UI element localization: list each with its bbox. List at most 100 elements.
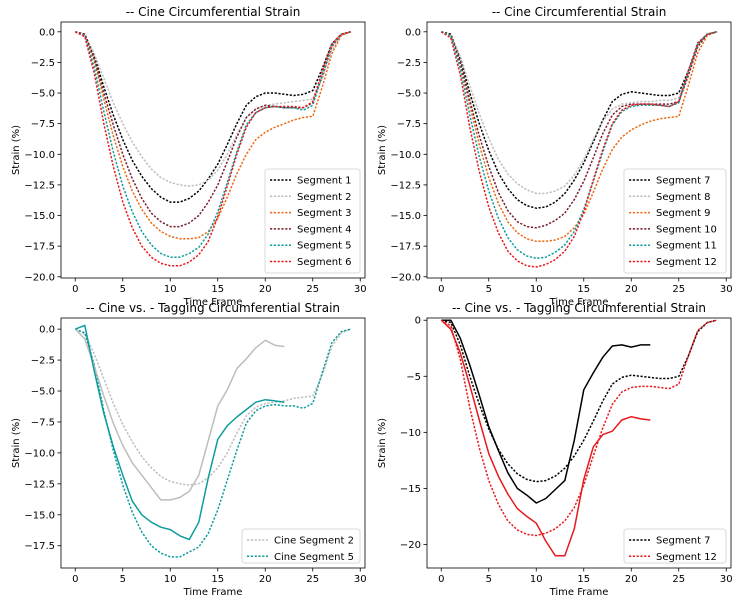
y-tick-label: 0 (415, 316, 421, 327)
series-line-cine-segment-5 (75, 328, 351, 558)
x-tick-label: 0 (72, 574, 78, 585)
x-tick-label: 5 (486, 574, 492, 585)
legend-label: Segment 3 (297, 208, 352, 219)
x-tick-label: 10 (164, 284, 177, 295)
x-tick-label: 20 (259, 574, 272, 585)
series-line-segment-5 (75, 31, 351, 258)
legend-box (241, 528, 361, 564)
legend-label: Segment 7 (656, 536, 711, 547)
y-tick-label: 0.0 (39, 325, 55, 336)
legend-label: Segment 11 (656, 241, 717, 252)
series-group (74, 324, 352, 558)
y-tick-label: 0.0 (39, 27, 55, 38)
y-tick-label: −12.5 (24, 180, 55, 191)
series-line-segment-8 (441, 31, 717, 195)
series-line-segment-7 (441, 319, 717, 483)
y-tick-label: −2.5 (397, 58, 421, 69)
axes-frame (60, 317, 366, 569)
series-line-tagging-4 (75, 324, 285, 541)
x-tick-label: 15 (211, 574, 224, 585)
y-tick-label: −12.5 (390, 180, 421, 191)
y-tick-label: −7.5 (397, 119, 421, 130)
x-axis-label: Time Frame (549, 297, 609, 308)
axes-frame (426, 21, 732, 279)
x-tick-label: 25 (672, 284, 685, 295)
legend-label: Segment 4 (297, 224, 352, 235)
y-tick-label: −10.0 (24, 150, 55, 161)
y-tick-label: −12.5 (24, 479, 55, 490)
series-line-cine-segment-2 (74, 328, 352, 486)
y-tick-label: −17.5 (24, 242, 55, 253)
y-tick-label: −15.0 (24, 211, 55, 222)
y-tick-label: −10.0 (24, 448, 55, 459)
x-tick-label: 20 (625, 574, 638, 585)
x-tick-label: 25 (306, 574, 319, 585)
y-tick-label: −2.5 (31, 356, 55, 367)
x-tick-label: 15 (577, 574, 590, 585)
x-tick-label: 0 (438, 574, 444, 585)
y-tick-label: −5.0 (31, 387, 55, 398)
y-tick-label: −10 (400, 428, 421, 439)
x-tick-label: 30 (720, 574, 733, 585)
y-tick-label: −10.0 (390, 150, 421, 161)
chart-title: -- Cine vs. - Tagging Circumferential St… (86, 301, 340, 315)
y-axis-label: Strain (%) (11, 125, 22, 175)
x-tick-label: 30 (720, 284, 733, 295)
x-tick-label: 30 (354, 574, 367, 585)
chart-title: -- Cine vs. - Tagging Circumferential St… (452, 301, 706, 315)
legend-label: Cine Segment 5 (274, 552, 354, 563)
series-line-segment-11 (441, 31, 717, 260)
chart-1: -- Cine Circumferential Strain 0 5 10 15 20 25… (11, 5, 367, 308)
series-group (440, 319, 717, 557)
x-axis-label: Time Frame (183, 297, 243, 308)
legend-label: Segment 8 (656, 192, 711, 203)
y-tick-label: −7.5 (31, 417, 55, 428)
chart-2: -- Cine Circumferential Strain 0 5 10 15 20 25… (377, 5, 733, 308)
x-tick-label: 10 (530, 574, 543, 585)
series-line-tagging-4 (440, 319, 651, 557)
series-line-segment-2 (75, 31, 352, 187)
axes-frame (426, 317, 732, 569)
series-group (74, 31, 352, 267)
series-line-segment-12 (440, 319, 717, 537)
legend-box (623, 168, 727, 274)
series-line-segment-4 (75, 31, 351, 228)
x-tick-label: 20 (625, 284, 638, 295)
axes-frame (60, 21, 366, 279)
legend-label: Segment 10 (656, 224, 717, 235)
series-group (440, 31, 718, 268)
legend-box (623, 528, 727, 564)
series-line-segment-12 (440, 31, 717, 268)
legend-label: Cine Segment 2 (274, 536, 354, 547)
x-tick-label: 20 (259, 284, 272, 295)
y-tick-label: −5 (406, 372, 421, 383)
legend-label: Segment 2 (297, 192, 352, 203)
series-line-tagging-3 (74, 328, 285, 501)
y-axis-label: Strain (%) (377, 125, 388, 175)
y-tick-label: −5.0 (397, 89, 421, 100)
y-tick-label: 0.0 (405, 27, 421, 38)
chart-title: -- Cine Circumferential Strain (492, 5, 667, 19)
y-tick-label: −5.0 (31, 89, 55, 100)
legend-label: Segment 12 (656, 552, 717, 563)
y-tick-label: −20.0 (390, 272, 421, 283)
x-tick-label: 30 (354, 284, 367, 295)
x-tick-label: 15 (577, 284, 590, 295)
chart-4: -- Cine vs. - Tagging Circumferential St… (377, 301, 733, 598)
y-tick-label: −17.5 (390, 242, 421, 253)
legend-label: Segment 1 (297, 176, 352, 187)
y-tick-label: −15.0 (24, 510, 55, 521)
legend-box (264, 168, 361, 274)
legend: Segment 1 Segment 2 Segment 3 Segment 4 Segm… (264, 168, 361, 274)
legend-label: Segment 5 (297, 241, 352, 252)
x-tick-label: 0 (438, 284, 444, 295)
x-tick-label: 15 (211, 284, 224, 295)
y-tick-label: −7.5 (31, 119, 55, 130)
legend-label: Segment 7 (656, 176, 711, 187)
series-line-segment-1 (75, 31, 351, 203)
legend: Segment 7 Segment 12 (623, 528, 727, 564)
y-tick-label: −20 (400, 540, 421, 551)
y-axis-label: Strain (%) (377, 418, 388, 468)
x-tick-label: 25 (672, 574, 685, 585)
y-tick-label: −20.0 (24, 272, 55, 283)
